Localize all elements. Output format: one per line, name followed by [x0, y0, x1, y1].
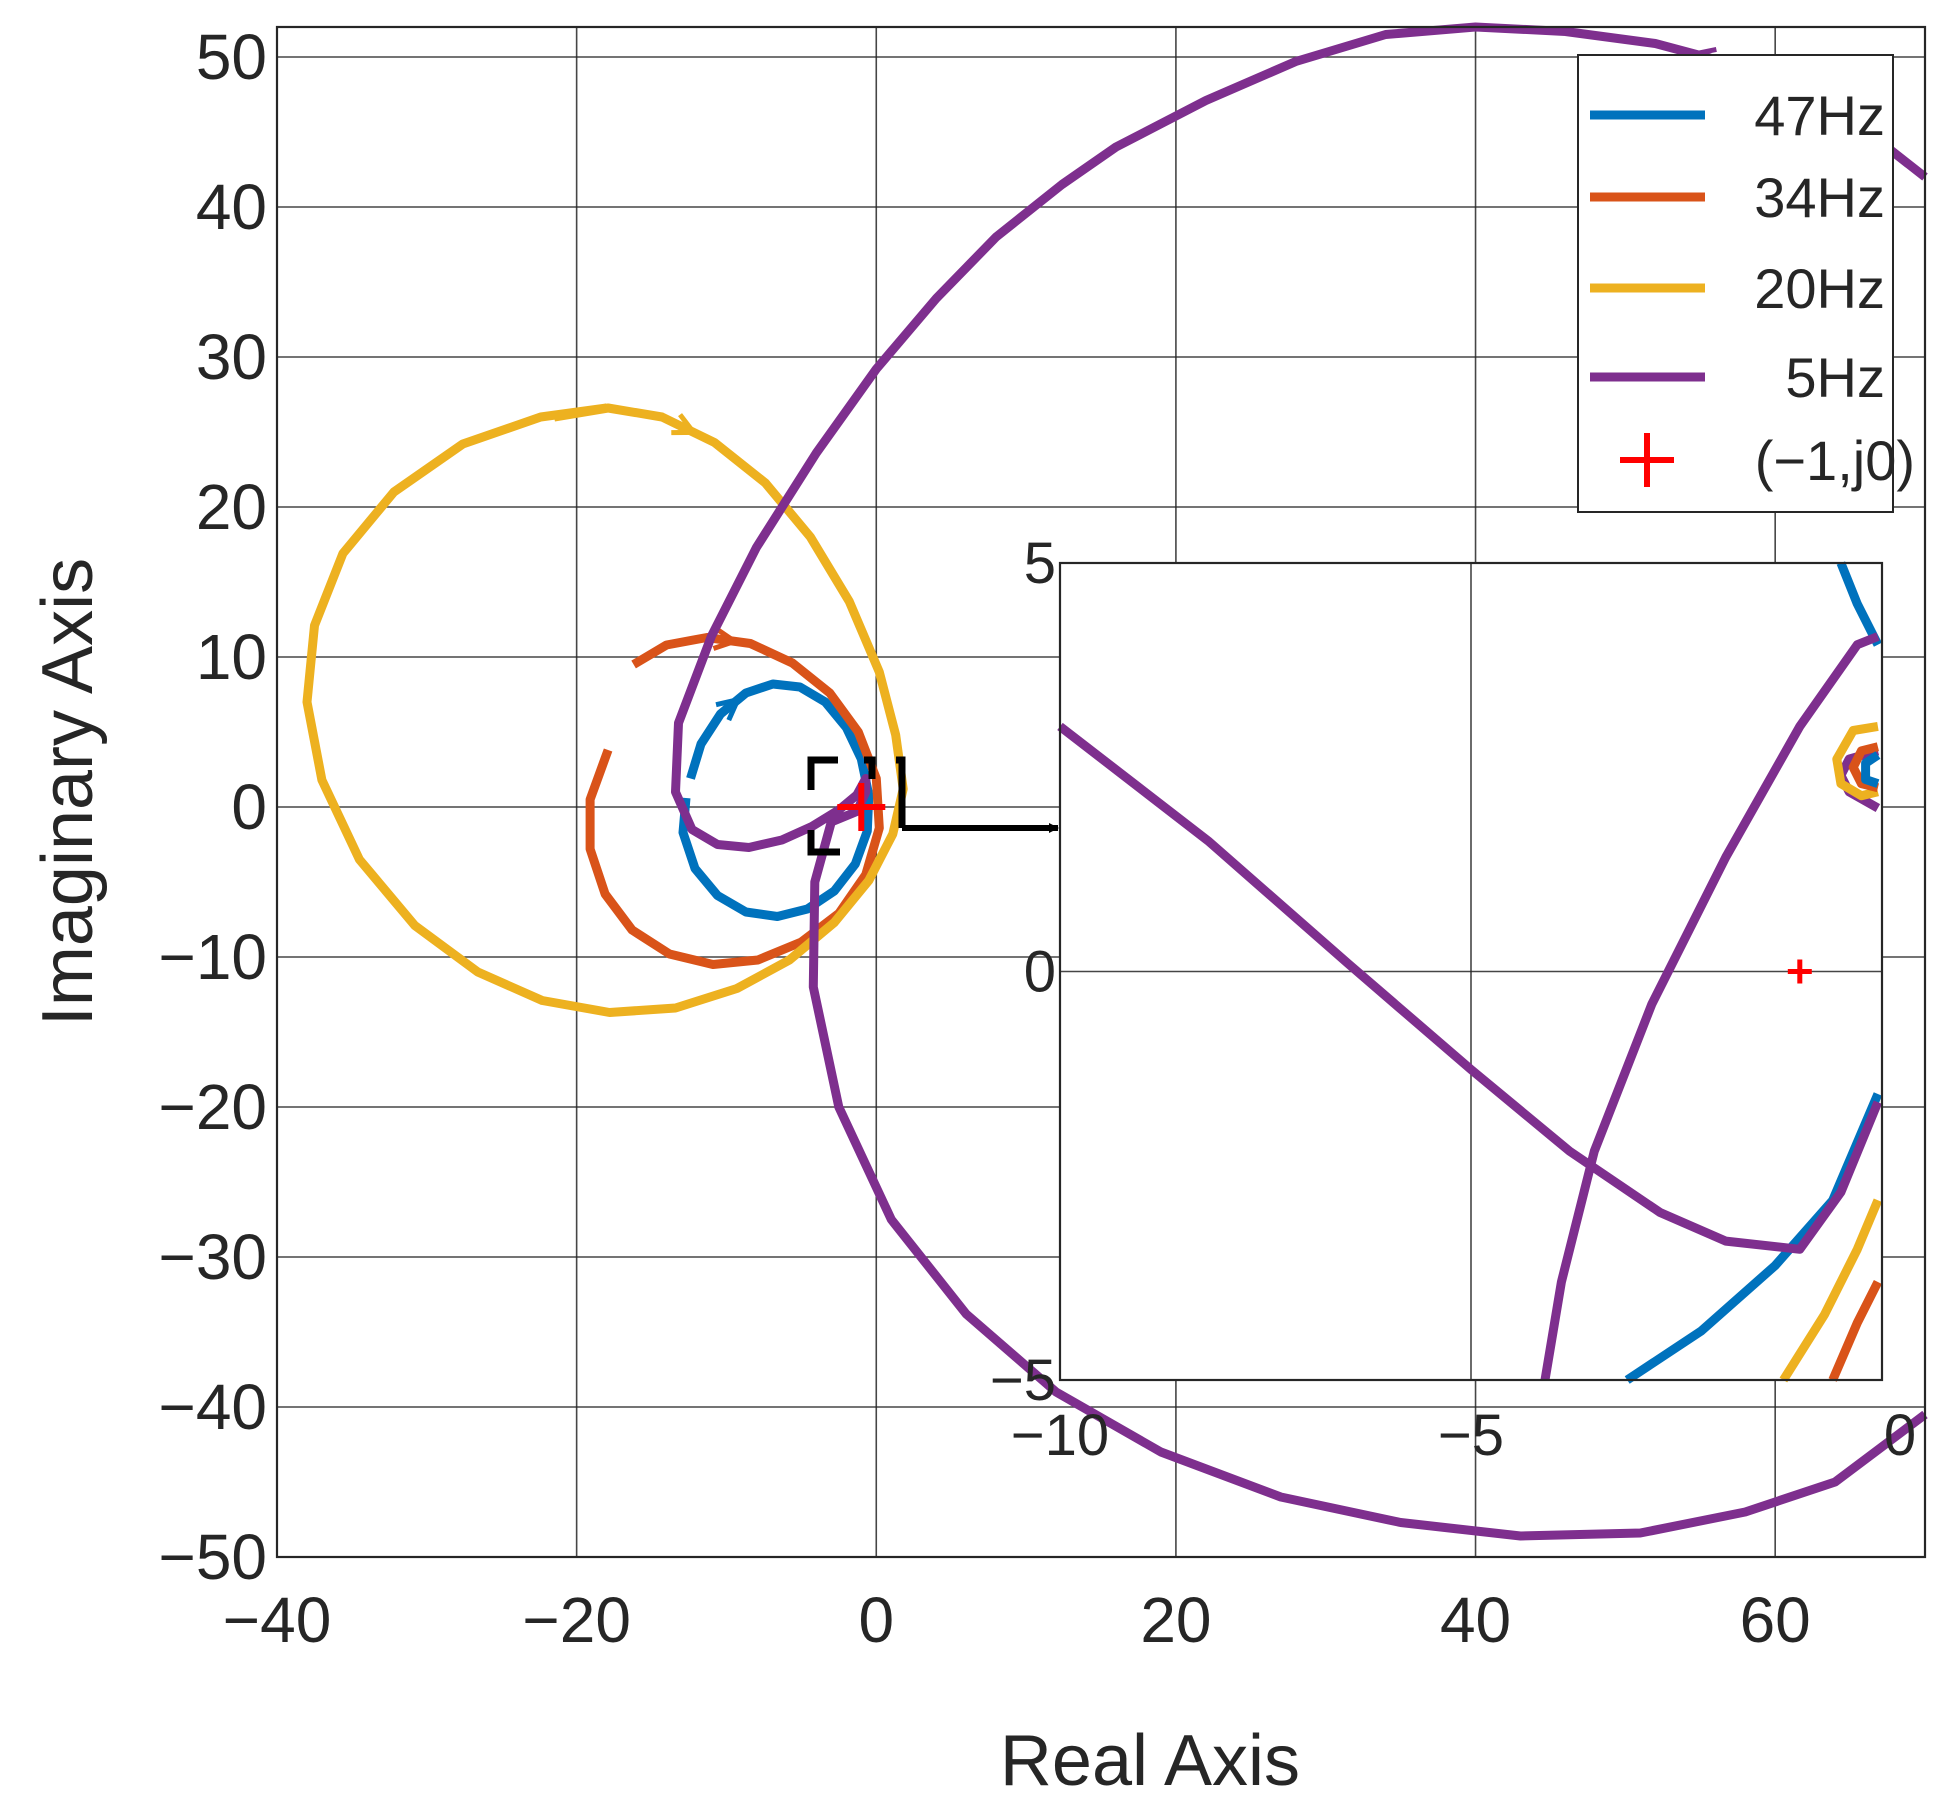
y-tick-label: 50 — [196, 21, 267, 93]
legend-entry-5hz: 5Hz — [1590, 346, 1885, 409]
y-tick-label: −30 — [158, 1221, 267, 1293]
legend-label: 5Hz — [1785, 346, 1885, 409]
series-line-47hz — [678, 679, 874, 921]
y-tick-label: −10 — [158, 921, 267, 993]
main-plot-frame — [275, 25, 1927, 1559]
inset-series-line-47hz — [1861, 751, 1881, 788]
legend-label: 20Hz — [1754, 257, 1885, 320]
direction-arrow-34hz — [712, 626, 741, 651]
y-tick-labels: −50 −40 −30 −20 −10 0 10 20 30 40 50 — [158, 21, 267, 1593]
x-tick-label: −40 — [223, 1584, 332, 1656]
x-tick-label: −20 — [522, 1584, 631, 1656]
y-axis-label: Imaginary Axis — [28, 558, 108, 1026]
critical-point-marker — [837, 783, 886, 831]
x-tick-label: 60 — [1740, 1584, 1811, 1656]
inset-x-tick-label: −10 — [1011, 1403, 1109, 1468]
direction-arrow-47hz — [715, 696, 743, 722]
y-tick-label: −20 — [158, 1071, 267, 1143]
x-tick-labels: −40 −20 0 20 40 60 — [223, 1584, 1811, 1656]
legend-entry-34hz: 34Hz — [1590, 166, 1885, 229]
legend-entry-20hz: 20Hz — [1590, 257, 1885, 320]
legend-entry-critical-point: (−1,j0) — [1620, 429, 1915, 492]
y-tick-label: 0 — [231, 771, 267, 843]
legend-entry-47hz: 47Hz — [1590, 84, 1885, 147]
legend-plus-marker — [1620, 433, 1674, 487]
x-axis-label: Real Axis — [1000, 1721, 1300, 1801]
inset-series-line-34hz — [1848, 742, 1879, 793]
inset-x-tick-label: −5 — [1438, 1403, 1504, 1468]
inset-series-line-5hz — [1057, 722, 1883, 1254]
inset-y-tick-label: 5 — [1024, 531, 1056, 596]
zoom-region-box — [807, 756, 906, 856]
inset-series-line-5hz — [1540, 632, 1880, 1381]
x-tick-label: 40 — [1440, 1584, 1511, 1656]
inset-frame — [1058, 561, 1884, 1382]
y-tick-label: 40 — [196, 171, 267, 243]
inset-tick-labels: −10 −5 0−505 — [990, 531, 1916, 1468]
legend-label: 47Hz — [1754, 84, 1885, 147]
legend-label: 34Hz — [1754, 166, 1885, 229]
inset-y-tick-label: 0 — [1024, 940, 1056, 1005]
x-tick-label: 0 — [858, 1584, 894, 1656]
y-tick-label: 10 — [196, 621, 267, 693]
y-tick-label: 20 — [196, 471, 267, 543]
y-tick-label: −40 — [158, 1371, 267, 1443]
legend: 47Hz 34Hz 20Hz 5Hz (−1,j0) — [1577, 54, 1915, 513]
inset-series-line-47hz — [1836, 561, 1882, 647]
y-tick-label: −50 — [158, 1521, 267, 1593]
inset-curves — [1057, 561, 1883, 1384]
inset-series-line-20hz — [1779, 1198, 1883, 1383]
main-curves — [302, 22, 1928, 1541]
inset-series-line-34hz — [1828, 1279, 1882, 1382]
inset-critical-point-marker — [1787, 959, 1812, 984]
series-line-20hz — [302, 403, 908, 1017]
direction-arrow-20hz — [671, 413, 699, 436]
inset-y-tick-label: −5 — [990, 1348, 1056, 1413]
inset-x-tick-label: 0 — [1884, 1403, 1916, 1468]
y-tick-label: 30 — [196, 321, 267, 393]
inset-series-line-20hz — [1832, 721, 1879, 801]
series-line-5hz — [671, 22, 1928, 1541]
x-tick-label: 20 — [1140, 1584, 1211, 1656]
legend-label: (−1,j0) — [1755, 429, 1915, 492]
